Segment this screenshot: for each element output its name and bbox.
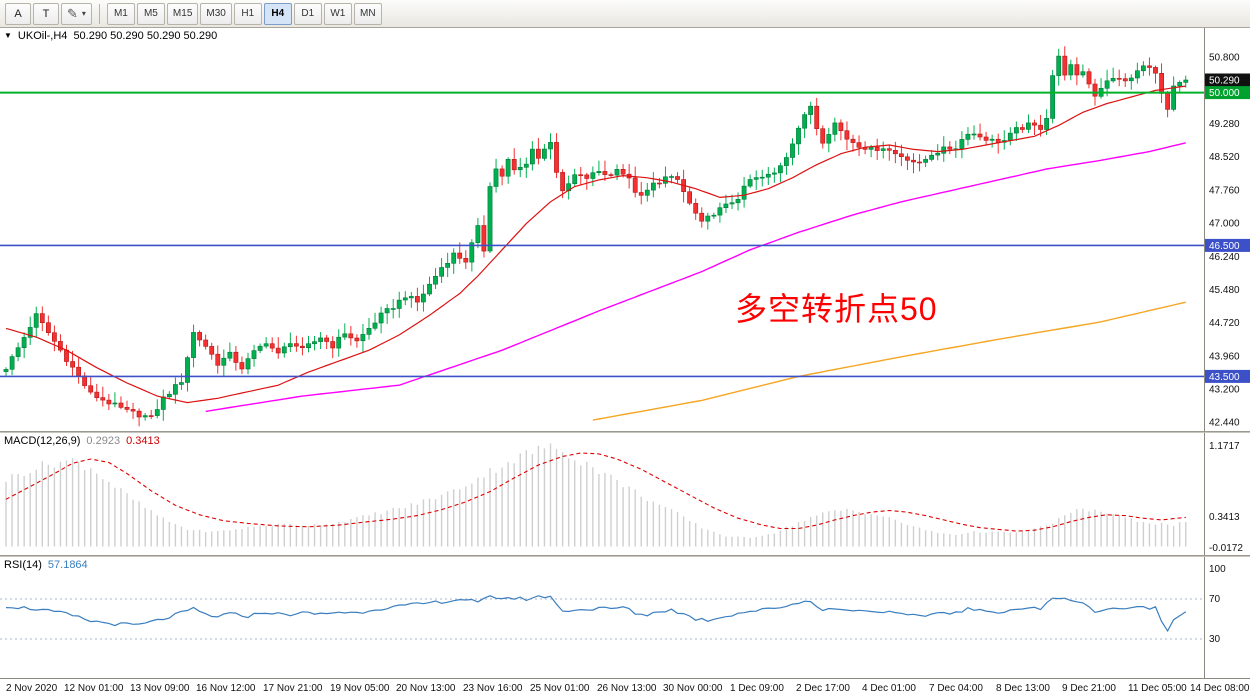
timeframe-button-m1[interactable]: M1 <box>106 2 135 25</box>
chart-menu-arrow-icon[interactable]: ▼ <box>4 31 12 40</box>
svg-text:47.760: 47.760 <box>1209 185 1240 196</box>
rsi-line <box>5 595 1187 633</box>
ma-mid-line <box>205 142 1186 413</box>
macd-signal-line <box>5 452 1186 532</box>
svg-text:50.800: 50.800 <box>1209 53 1240 64</box>
rsi-axis-labels: 100 70 30 <box>1209 564 1226 645</box>
svg-text:47.000: 47.000 <box>1209 219 1240 230</box>
svg-text:43.960: 43.960 <box>1209 351 1240 362</box>
svg-text:46.240: 46.240 <box>1209 252 1240 263</box>
arrow-tool-button[interactable]: A <box>5 2 31 25</box>
price-badge <box>1205 86 1250 100</box>
time-label: 7 Dec 04:00 <box>929 683 983 694</box>
svg-text:49.280: 49.280 <box>1209 119 1240 130</box>
pane-divider-rsi[interactable] <box>0 555 1250 557</box>
toolbar: A T ✎ ▾ M1 M5 M15 M30 H1 H4 D1 W1 MN <box>0 0 1250 28</box>
svg-text:42.440: 42.440 <box>1209 418 1240 429</box>
time-label: 23 Nov 16:00 <box>463 683 523 694</box>
svg-text:50.290: 50.290 <box>1209 76 1240 87</box>
chevron-down-icon: ▾ <box>81 9 86 18</box>
time-label: 30 Nov 00:00 <box>663 683 723 694</box>
price-badge <box>1205 73 1250 87</box>
chart-annotation-text[interactable]: 多空转折点50 <box>735 291 938 327</box>
timeframe-button-h1[interactable]: H1 <box>233 2 262 25</box>
candles <box>3 46 1189 427</box>
timeframe-button-m15[interactable]: M15 <box>166 2 199 25</box>
macd-main-value: 0.2923 <box>86 435 121 447</box>
svg-text:43.200: 43.200 <box>1209 385 1240 396</box>
svg-text:1.1717: 1.1717 <box>1209 441 1240 452</box>
svg-text:70: 70 <box>1209 594 1221 605</box>
timeframe-button-m30[interactable]: M30 <box>200 2 232 25</box>
macd-pane[interactable]: 1.1717 0.3413 -0.0172 MACD(12,26,9) 0.2923… <box>0 433 1250 555</box>
time-label: 4 Dec 01:00 <box>862 683 916 694</box>
macd-chart-canvas[interactable]: 1.1717 0.3413 -0.0172 <box>0 433 1250 555</box>
text-tool-button[interactable]: T <box>33 2 59 25</box>
time-label: 19 Nov 05:00 <box>330 683 390 694</box>
time-label: 11 Dec 05:00 <box>1128 683 1187 694</box>
timeframe-group: M1 M5 M15 M30 H1 H4 D1 W1 MN <box>106 2 383 25</box>
svg-text:-0.0172: -0.0172 <box>1209 543 1243 554</box>
time-label: 17 Nov 21:00 <box>263 683 323 694</box>
macd-signal-value: 0.3413 <box>126 435 160 447</box>
svg-text:48.520: 48.520 <box>1209 152 1240 163</box>
svg-text:43.500: 43.500 <box>1209 372 1240 383</box>
svg-text:44.720: 44.720 <box>1209 318 1240 329</box>
chart-area: 50.800 49.280 48.520 47.760 47.000 46.240 45.4… <box>0 28 1250 698</box>
rsi-value: 57.1864 <box>47 559 88 571</box>
macd-axis-labels: 1.1717 0.3413 -0.0172 <box>1209 441 1243 554</box>
time-label: 26 Nov 13:00 <box>597 683 657 694</box>
timeframe-button-d1[interactable]: D1 <box>293 2 322 25</box>
rsi-pane[interactable]: 100 70 30 RSI(14) 57.1864 <box>0 557 1250 678</box>
svg-text:0.3413: 0.3413 <box>1209 512 1240 523</box>
svg-text:46.500: 46.500 <box>1209 241 1240 252</box>
time-label: 9 Dec 21:00 <box>1062 683 1116 694</box>
ma-fast-line <box>5 85 1186 404</box>
time-label: 13 Nov 09:00 <box>130 683 190 694</box>
timeframe-button-m5[interactable]: M5 <box>136 2 165 25</box>
main-price-pane[interactable]: 50.800 49.280 48.520 47.760 47.000 46.240 45.4… <box>0 28 1250 431</box>
pane-divider-macd[interactable] <box>0 431 1250 433</box>
macd-histogram <box>5 443 1187 547</box>
svg-text:50.000: 50.000 <box>1209 88 1240 99</box>
macd-indicator-label: MACD(12,26,9) <box>4 435 81 447</box>
ma-slow-line <box>592 301 1186 421</box>
chart-title: ▼ UKOil-,H4 50.290 50.290 50.290 50.290 <box>4 30 217 42</box>
time-label: 8 Dec 13:00 <box>996 683 1050 694</box>
rsi-chart-canvas[interactable]: 100 70 30 <box>0 557 1250 678</box>
time-label: 2 Dec 17:00 <box>796 683 850 694</box>
time-label: 2 Nov 2020 <box>6 683 58 694</box>
svg-text:45.480: 45.480 <box>1209 285 1240 296</box>
ohlc-values: 50.290 50.290 50.290 50.290 <box>73 30 218 42</box>
svg-text:100: 100 <box>1209 564 1226 575</box>
price-badge <box>1205 238 1250 252</box>
rsi-indicator-label: RSI(14) <box>4 559 42 571</box>
timeframe-button-w1[interactable]: W1 <box>323 2 352 25</box>
price-chart-canvas[interactable]: 50.800 49.280 48.520 47.760 47.000 46.240 45.4… <box>0 28 1250 431</box>
symbol-timeframe-label: UKOil-,H4 <box>17 30 68 42</box>
price-badge <box>1205 369 1250 383</box>
time-label: 14 Dec 08:00 <box>1190 683 1250 694</box>
time-label: 16 Nov 12:00 <box>196 683 256 694</box>
time-axis[interactable]: 2 Nov 2020 12 Nov 01:00 13 Nov 09:00 16 Nov… <box>0 678 1250 698</box>
time-label: 25 Nov 01:00 <box>530 683 590 694</box>
time-label: 1 Dec 09:00 <box>730 683 784 694</box>
time-label: 12 Nov 01:00 <box>64 683 124 694</box>
svg-text:30: 30 <box>1209 634 1221 645</box>
rsi-title: RSI(14) 57.1864 <box>4 559 88 571</box>
time-label: 20 Nov 13:00 <box>396 683 456 694</box>
toolbar-separator <box>98 3 100 24</box>
timeframe-button-mn[interactable]: MN <box>353 2 382 25</box>
draw-style-dropdown[interactable]: ✎ ▾ <box>61 2 92 25</box>
price-axis-labels: 50.800 49.280 48.520 47.760 47.000 46.240 45.4… <box>1205 53 1250 429</box>
timeframe-button-h4[interactable]: H4 <box>263 2 292 25</box>
macd-title: MACD(12,26,9) 0.2923 0.3413 <box>4 435 160 447</box>
pencil-icon: ✎ <box>67 5 78 21</box>
